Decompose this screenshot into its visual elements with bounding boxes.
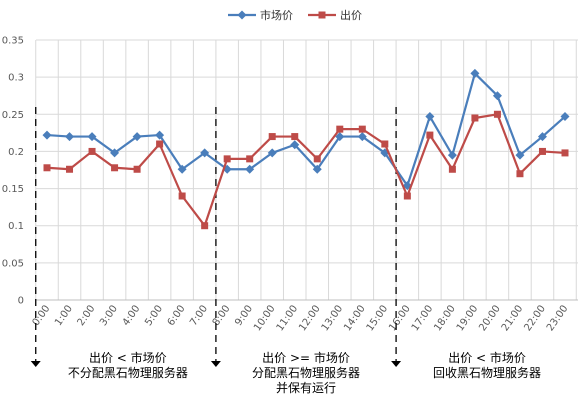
data-point-square [66, 165, 74, 173]
axes: 0 0.05 0.1 0.15 0.2 0.25 0.3 0.35 0:00 1:00 2:00 3:… [2, 36, 578, 333]
data-point-square [403, 192, 411, 200]
x-tick-label: 17:00 [410, 303, 436, 333]
x-tick-label: 14:00 [342, 303, 368, 333]
data-point-square [358, 125, 366, 133]
y-tick-label: 0.05 [2, 258, 24, 269]
data-point-square [246, 155, 254, 163]
phase-annotation-line: 分配黑石物理服务器 [252, 365, 360, 380]
legend: 市场价 出价 [228, 8, 362, 22]
y-tick-label: 0.3 [8, 73, 24, 84]
x-tick-label: 7:00 [188, 303, 210, 328]
y-tick-label: 0 [18, 296, 24, 307]
phase-annotation-line: 并保有运行 [276, 381, 336, 395]
data-point-square [516, 170, 524, 178]
data-point-diamond [132, 132, 142, 142]
data-point-square [471, 114, 479, 122]
x-tick-label: 11:00 [275, 303, 301, 333]
data-point-diamond [290, 140, 300, 150]
x-tick-label: 0:00 [31, 303, 53, 328]
x-tick-label: 18:00 [432, 303, 458, 333]
x-tick-label: 13:00 [320, 303, 346, 333]
phase-dividers [30, 107, 402, 367]
x-tick-label: 5:00 [143, 303, 165, 328]
data-point-square [111, 164, 119, 172]
data-point-square [223, 155, 231, 163]
x-tick-label: 4:00 [121, 303, 143, 328]
y-tick-label: 0.1 [8, 221, 24, 232]
data-point-square [493, 110, 501, 118]
data-point-diamond [357, 132, 367, 142]
x-tick-label: 8:00 [211, 303, 233, 328]
legend-marker-square [318, 11, 326, 19]
x-tick-label: 1:00 [53, 303, 75, 328]
data-point-square [133, 165, 141, 173]
x-tick-label: 10:00 [252, 303, 278, 333]
data-point-diamond [515, 150, 525, 160]
data-point-square [561, 149, 569, 157]
x-tick-label: 6:00 [166, 303, 188, 328]
x-tick-label: 21:00 [500, 303, 526, 333]
series-line [46, 113, 566, 227]
data-point-diamond [42, 130, 52, 140]
data-point-diamond [537, 132, 547, 142]
data-point-diamond [155, 130, 165, 140]
data-point-diamond [267, 148, 277, 158]
x-tick-label: 12:00 [297, 303, 323, 333]
data-point-diamond [312, 164, 322, 174]
data-point-diamond [560, 112, 570, 122]
x-tick-label: 22:00 [522, 303, 548, 333]
phase-divider-arrow [30, 361, 41, 367]
data-point-square [448, 165, 456, 173]
data-point-square [381, 140, 389, 148]
x-tick-label: 9:00 [233, 303, 255, 328]
phase-annotation-line: 回收黑石物理服务器 [433, 365, 541, 380]
data-point-square [336, 125, 344, 133]
data-point-square [313, 155, 321, 163]
data-point-square [268, 133, 276, 141]
y-tick-label: 0.2 [8, 147, 24, 158]
data-point-diamond [447, 150, 457, 160]
data-point-diamond [245, 164, 255, 174]
data-point-diamond [470, 68, 480, 78]
data-point-square [178, 192, 186, 200]
phase-divider-arrow [210, 361, 221, 367]
data-point-diamond [65, 132, 75, 142]
phase-annotation-line: 不分配黑石物理服务器 [68, 365, 188, 380]
x-tick-label: 2:00 [76, 303, 98, 328]
series-line [46, 72, 566, 187]
phase-annotation-line: 出价 < 市场价 [89, 350, 167, 365]
legend-marker-diamond [237, 10, 247, 20]
x-tick-label: 15:00 [365, 303, 391, 333]
data-point-diamond [335, 132, 345, 142]
data-point-diamond [177, 164, 187, 174]
x-tick-label: 16:00 [387, 303, 413, 333]
y-tick-label: 0.35 [2, 36, 24, 47]
data-point-diamond [87, 132, 97, 142]
data-point-diamond [492, 91, 502, 101]
x-tick-label: 23:00 [545, 303, 571, 333]
legend-label: 市场价 [260, 8, 293, 22]
phase-annotation-line: 出价 >= 市场价 [262, 350, 350, 365]
data-point-square [201, 222, 209, 230]
x-tick-label: 19:00 [455, 303, 481, 333]
data-point-diamond [110, 148, 120, 158]
data-point-square [156, 140, 164, 148]
data-point-square [538, 147, 546, 155]
data-point-square [291, 133, 299, 141]
y-tick-label: 0.15 [2, 184, 24, 195]
data-point-square [88, 147, 96, 155]
data-point-square [426, 131, 434, 139]
x-tick-label: 20:00 [477, 303, 503, 333]
phase-annotation-line: 出价 < 市场价 [448, 350, 526, 365]
y-tick-label: 0.25 [2, 110, 24, 121]
legend-label: 出价 [340, 8, 362, 22]
data-point-square [43, 164, 51, 172]
series-layer [42, 68, 570, 230]
phase-divider-arrow [391, 361, 402, 367]
x-tick-label: 3:00 [98, 303, 120, 328]
data-point-diamond [425, 112, 435, 122]
data-point-diamond [200, 148, 210, 158]
